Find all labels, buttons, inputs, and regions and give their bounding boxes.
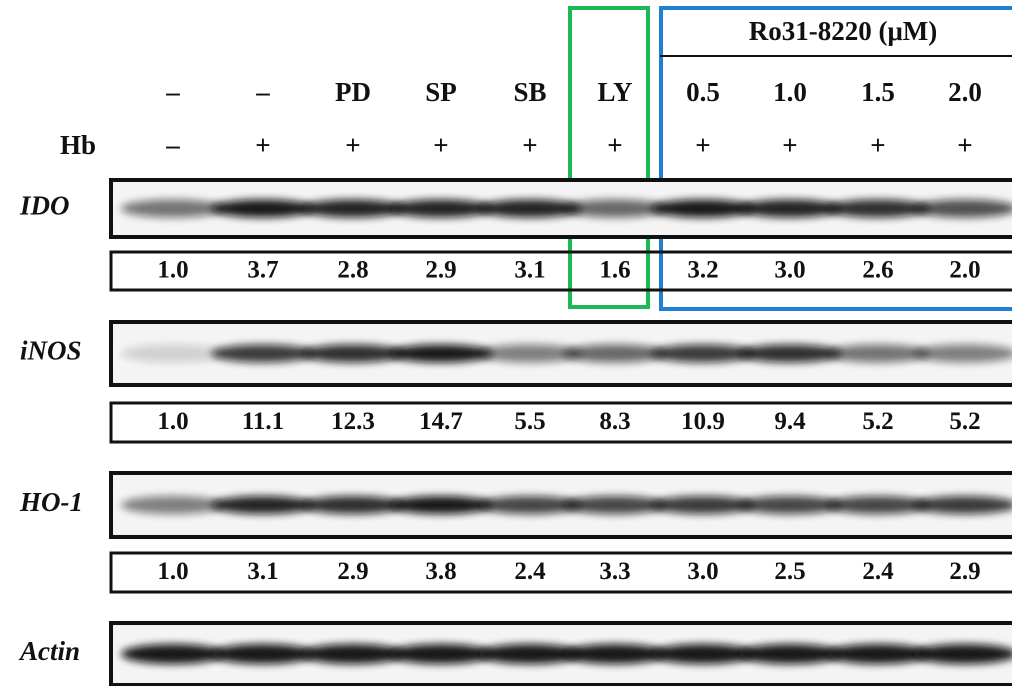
hb-sign: + — [522, 130, 537, 160]
hb-label: Hb — [60, 130, 96, 160]
quant-value: 14.7 — [419, 408, 463, 435]
quant-value: 2.5 — [774, 558, 805, 585]
band — [389, 200, 493, 218]
quant-value: 2.4 — [514, 558, 546, 585]
band — [121, 496, 225, 514]
quant-value: 1.0 — [157, 558, 188, 585]
quant-value: 2.9 — [425, 257, 456, 284]
band — [389, 345, 493, 363]
band — [211, 200, 315, 218]
band — [389, 644, 493, 664]
treatment-label: – — [255, 77, 270, 107]
hb-sign: + — [957, 130, 972, 160]
quant-value: 2.9 — [337, 558, 368, 585]
hb-sign: + — [870, 130, 885, 160]
band — [121, 200, 225, 218]
gene-label: HO-1 — [19, 487, 83, 517]
quant-value: 2.9 — [949, 558, 980, 585]
hb-sign: + — [695, 130, 710, 160]
quant-value: 2.0 — [949, 257, 980, 284]
gene-label: Actin — [18, 636, 80, 666]
hb-sign: – — [165, 130, 180, 160]
treatment-label: – — [165, 77, 180, 107]
quant-value: 1.0 — [157, 257, 188, 284]
quant-value: 9.4 — [774, 408, 806, 435]
treatment-label: SP — [425, 77, 457, 107]
quant-value: 3.7 — [247, 257, 278, 284]
hb-sign: + — [782, 130, 797, 160]
band — [211, 496, 315, 514]
gene-label: IDO — [19, 191, 70, 221]
hb-sign: + — [255, 130, 270, 160]
quant-value: 8.3 — [599, 408, 630, 435]
treatment-label: 1.5 — [861, 77, 895, 107]
quant-value: 2.8 — [337, 257, 368, 284]
quant-value: 2.4 — [862, 558, 894, 585]
hb-sign: + — [607, 130, 622, 160]
quant-value: 3.2 — [687, 257, 718, 284]
band — [389, 496, 493, 514]
quant-value: 5.2 — [862, 408, 893, 435]
treatment-label: 1.0 — [773, 77, 807, 107]
group-label: Ro31-8220 (μM) — [749, 16, 938, 46]
treatment-label: PD — [335, 77, 371, 107]
band — [121, 644, 225, 664]
quant-value: 3.3 — [599, 558, 630, 585]
quant-value: 1.6 — [599, 257, 630, 284]
quant-value: 5.5 — [514, 408, 545, 435]
quant-value: 3.0 — [774, 257, 805, 284]
band — [211, 644, 315, 664]
quant-value: 3.0 — [687, 558, 718, 585]
quant-value: 12.3 — [331, 408, 375, 435]
quant-value: 3.8 — [425, 558, 456, 585]
quant-value: 3.1 — [247, 558, 278, 585]
treatment-label: 0.5 — [686, 77, 720, 107]
band — [121, 345, 225, 363]
quant-value: 2.6 — [862, 257, 893, 284]
quant-value: 5.2 — [949, 408, 980, 435]
quant-value: 3.1 — [514, 257, 545, 284]
hb-sign: + — [433, 130, 448, 160]
band — [211, 345, 315, 363]
gene-label: iNOS — [20, 336, 82, 366]
quant-value: 11.1 — [242, 408, 284, 435]
treatment-label: LY — [597, 77, 632, 107]
quant-value: 10.9 — [681, 408, 725, 435]
quant-value: 1.0 — [157, 408, 188, 435]
treatment-label: SB — [513, 77, 546, 107]
figure: Ro31-8220 (μM) Hb – – PD SP SB LY 0.5 1.0 1.5 2.0… — [0, 0, 1012, 686]
hb-sign: + — [345, 130, 360, 160]
treatment-label: 2.0 — [948, 77, 982, 107]
